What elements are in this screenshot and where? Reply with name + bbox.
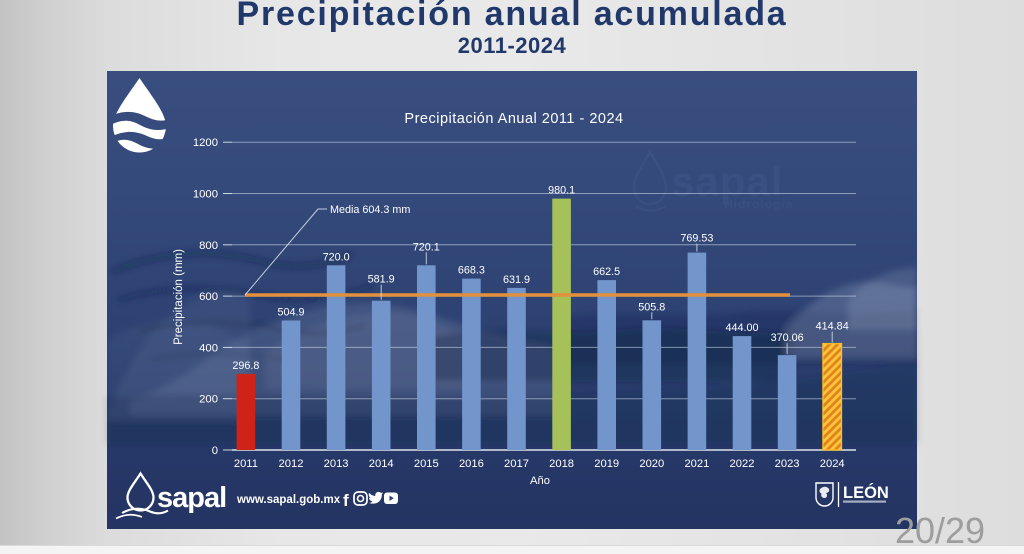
svg-text:800: 800 xyxy=(199,240,218,252)
svg-text:505.8: 505.8 xyxy=(638,301,665,313)
svg-text:662.5: 662.5 xyxy=(593,266,620,278)
svg-text:769.53: 769.53 xyxy=(680,233,713,245)
svg-text:980.1: 980.1 xyxy=(548,185,575,197)
svg-text:LEÓN: LEÓN xyxy=(843,483,889,502)
svg-text:0: 0 xyxy=(212,445,218,457)
svg-text:631.9: 631.9 xyxy=(503,274,530,286)
svg-text:1000: 1000 xyxy=(193,189,218,201)
svg-text:sapal: sapal xyxy=(671,158,783,205)
svg-text:2011: 2011 xyxy=(234,458,258,470)
svg-text:sapal: sapal xyxy=(157,482,226,514)
svg-text:2018: 2018 xyxy=(549,458,574,470)
svg-text:2019: 2019 xyxy=(594,458,619,470)
svg-text:414.84: 414.84 xyxy=(816,321,849,333)
svg-text:2022: 2022 xyxy=(730,458,755,470)
svg-text:2012: 2012 xyxy=(279,458,304,470)
svg-text:2024: 2024 xyxy=(820,458,845,470)
svg-text:2014: 2014 xyxy=(369,458,394,470)
svg-text:Año: Año xyxy=(530,475,550,487)
svg-text:2021: 2021 xyxy=(684,458,709,470)
svg-text:f: f xyxy=(343,491,349,510)
svg-text:Precipitación (mm): Precipitación (mm) xyxy=(173,249,185,345)
svg-text:200: 200 xyxy=(199,394,218,406)
svg-text:400: 400 xyxy=(199,342,218,354)
svg-text:581.9: 581.9 xyxy=(368,274,395,286)
svg-text:1200: 1200 xyxy=(193,137,218,149)
svg-text:2017: 2017 xyxy=(504,458,529,470)
svg-text:2020: 2020 xyxy=(639,458,664,470)
svg-text:600: 600 xyxy=(199,291,218,303)
svg-text:720.1: 720.1 xyxy=(413,241,440,253)
svg-text:2016: 2016 xyxy=(459,458,484,470)
svg-text:www.sapal.gob.mx: www.sapal.gob.mx xyxy=(236,494,341,506)
svg-text:2013: 2013 xyxy=(324,458,349,470)
svg-text:2023: 2023 xyxy=(775,458,800,470)
svg-text:504.9: 504.9 xyxy=(277,307,304,319)
svg-text:Hidrología: Hidrología xyxy=(724,197,793,211)
svg-text:Precipitación Anual 2011 - 202: Precipitación Anual 2011 - 2024 xyxy=(404,111,623,127)
svg-text:668.3: 668.3 xyxy=(458,265,485,277)
svg-text:Media 604.3 mm: Media 604.3 mm xyxy=(330,204,410,216)
svg-text:720.0: 720.0 xyxy=(323,251,350,263)
svg-text:2015: 2015 xyxy=(414,458,439,470)
svg-text:444.00: 444.00 xyxy=(725,322,758,334)
svg-text:296.8: 296.8 xyxy=(232,360,259,372)
svg-text:370.06: 370.06 xyxy=(771,332,804,344)
